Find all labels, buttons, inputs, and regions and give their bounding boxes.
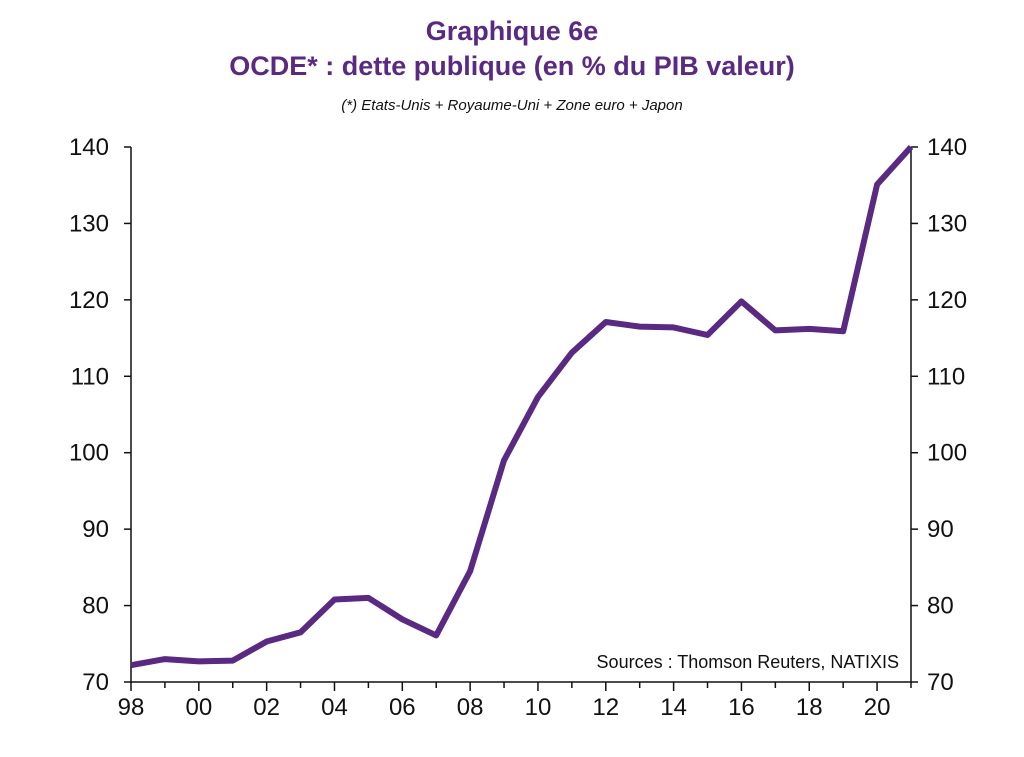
y-tick-label-left: 130 (69, 210, 109, 237)
x-tick-label: 20 (864, 694, 891, 721)
x-tick-label: 18 (796, 694, 823, 721)
x-tick-label: 14 (660, 694, 687, 721)
series-layer (130, 144, 914, 669)
series-line (130, 144, 914, 669)
tick-marks (124, 146, 918, 691)
y-tick-label-right: 120 (927, 287, 967, 314)
data-point (266, 641, 268, 642)
data-point (130, 664, 132, 666)
y-tick-label-left: 70 (82, 669, 109, 696)
x-tick-label: 06 (389, 694, 416, 721)
data-point (707, 334, 708, 336)
data-point (198, 660, 200, 662)
data-point (232, 660, 234, 662)
chart-title: Graphique 6e (425, 16, 599, 46)
data-point (639, 326, 641, 328)
y-tick-label-left: 80 (82, 593, 109, 620)
y-tick-label-right: 100 (927, 440, 967, 467)
y-tick-label-right: 140 (927, 134, 967, 161)
data-point (910, 146, 912, 148)
x-tick-label: 04 (321, 694, 348, 721)
tick-labels: 70 70 80 80 90 90 100 100 110 110 120 120 130 130 140 1… (69, 134, 967, 721)
x-tick-label: 08 (457, 694, 484, 721)
data-point (164, 658, 166, 660)
x-tick-label: 98 (118, 694, 145, 721)
chart-note: (*) Etats-Unis + Royaume-Uni + Zone euro… (341, 97, 683, 114)
data-point (605, 321, 607, 323)
y-tick-label-left: 90 (82, 516, 109, 543)
data-point (571, 352, 573, 354)
data-point (537, 396, 539, 398)
y-tick-label-right: 70 (927, 669, 954, 696)
source-label: Sources : Thomson Reuters, NATIXIS (597, 652, 899, 672)
data-point (469, 570, 471, 572)
x-tick-label: 16 (728, 694, 755, 721)
data-point (808, 328, 810, 330)
y-tick-label-left: 110 (71, 363, 109, 390)
data-point (503, 459, 505, 461)
chart-header: Graphique 6e OCDE* : dette publique (en … (0, 14, 1024, 116)
axes (130, 147, 912, 683)
data-point (367, 597, 369, 599)
data-point (334, 599, 335, 600)
y-tick-label-right: 90 (927, 516, 954, 543)
y-tick-label-right: 110 (927, 363, 965, 390)
y-tick-label-left: 140 (69, 134, 109, 161)
y-tick-label-left: 100 (69, 440, 109, 467)
data-point (774, 329, 776, 331)
data-point (435, 634, 437, 636)
chart-subtitle: OCDE* : dette publique (en % du PIB vale… (229, 51, 795, 81)
y-tick-label-left: 120 (69, 287, 109, 314)
x-tick-label: 10 (525, 694, 552, 721)
data-point (740, 300, 742, 302)
x-tick-label: 02 (253, 694, 280, 721)
y-tick-label-right: 80 (927, 593, 954, 620)
y-tick-label-right: 130 (927, 210, 967, 237)
data-point (401, 618, 403, 620)
data-point (673, 326, 675, 328)
data-point (842, 330, 844, 332)
x-tick-label: 12 (592, 694, 619, 721)
data-point (300, 631, 302, 633)
data-point (876, 184, 878, 185)
x-tick-label: 00 (185, 694, 212, 721)
